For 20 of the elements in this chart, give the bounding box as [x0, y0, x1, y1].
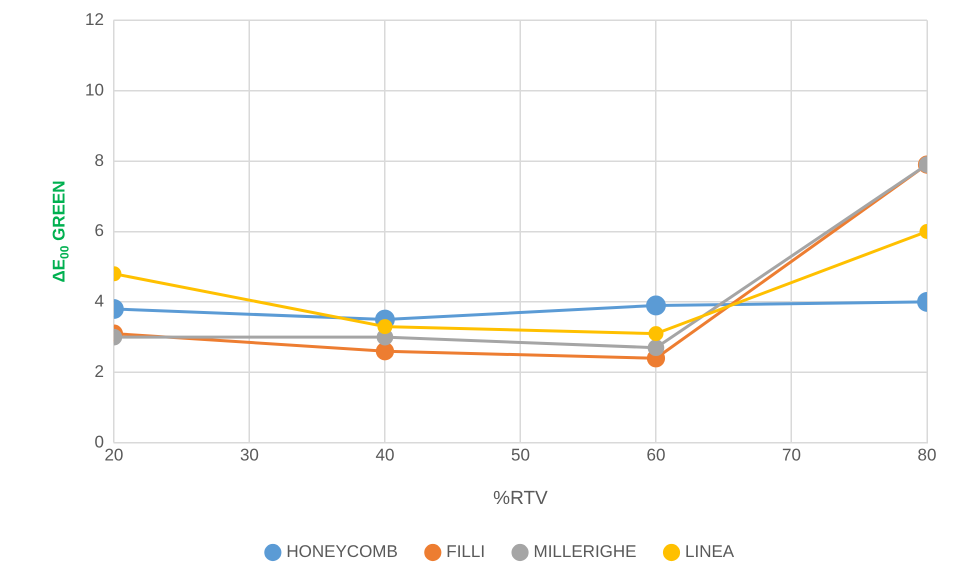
y-tick-label: 12: [84, 10, 104, 29]
x-tick-label: 70: [782, 446, 801, 465]
x-tick-label: 40: [375, 446, 394, 465]
x-tick-label: 50: [510, 446, 530, 465]
x-tick-label: 20: [104, 446, 124, 465]
x-tick-label: 80: [918, 446, 936, 465]
y-axis-title: ΔE00 GREEN: [50, 180, 72, 283]
legend-label: MILLERIGHE: [534, 542, 637, 562]
x-axis-title: %RTV: [493, 488, 548, 509]
legend-label: FILLI: [446, 542, 486, 562]
x-tick-label: 60: [646, 446, 666, 465]
y-tick-label: 6: [94, 221, 104, 240]
legend-label: HONEYCOMB: [286, 542, 398, 562]
legend-label: LINEA: [685, 542, 735, 562]
x-tick-label: 30: [240, 446, 259, 465]
y-tick-label: 4: [94, 292, 104, 311]
y-tick-label: 8: [94, 150, 104, 170]
y-tick-label: 10: [84, 80, 104, 100]
y-tick-label: 0: [94, 432, 104, 452]
y-tick-label: 2: [94, 362, 104, 382]
